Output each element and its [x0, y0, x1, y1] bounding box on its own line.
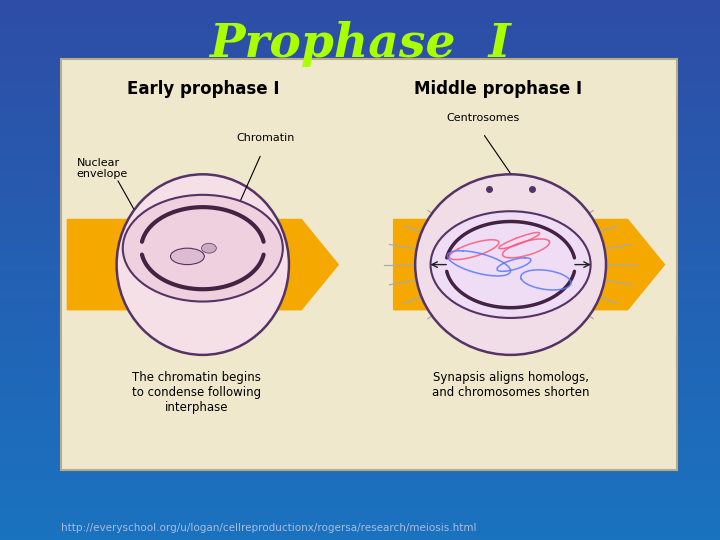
Bar [0, 513, 720, 519]
Bar [0, 183, 720, 189]
Bar [0, 94, 720, 102]
Bar [0, 74, 720, 81]
Bar [0, 156, 720, 162]
Bar [0, 500, 720, 507]
Bar [0, 438, 720, 445]
Bar [0, 230, 720, 237]
Bar [0, 189, 720, 195]
Ellipse shape [117, 174, 289, 355]
Bar [0, 411, 720, 418]
Bar [0, 270, 720, 276]
Bar [0, 128, 720, 135]
Bar [0, 81, 720, 87]
Bar [0, 209, 720, 216]
Bar [0, 237, 720, 243]
Bar [0, 357, 720, 364]
Bar [0, 54, 720, 60]
Bar [0, 0, 720, 6]
Text: Centrosomes: Centrosomes [446, 113, 519, 123]
Ellipse shape [415, 174, 606, 355]
Bar [0, 68, 720, 74]
Text: Early prophase I: Early prophase I [127, 80, 279, 98]
Bar [0, 122, 720, 128]
Bar [0, 465, 720, 472]
Bar [0, 446, 720, 453]
Bar [0, 310, 720, 317]
Bar [0, 492, 720, 500]
Bar [0, 141, 720, 149]
Bar [0, 284, 720, 291]
Bar [0, 6, 720, 14]
Bar [0, 507, 720, 513]
Bar [0, 87, 720, 94]
Bar [0, 291, 720, 297]
Bar [0, 392, 720, 399]
Text: Nuclear
envelope: Nuclear envelope [76, 158, 128, 179]
Circle shape [202, 243, 216, 253]
Bar [0, 135, 720, 141]
FancyArrow shape [68, 219, 338, 310]
Bar [0, 534, 720, 540]
Bar [0, 519, 720, 526]
Bar [0, 40, 720, 47]
Bar [0, 453, 720, 459]
Bar [0, 60, 720, 68]
Bar [0, 20, 720, 27]
Text: http://everyschool.org/u/logan/cellreproductionx/rogersa/research/meiosis.html: http://everyschool.org/u/logan/cellrepro… [61, 523, 477, 533]
Text: Middle prophase I: Middle prophase I [414, 80, 582, 98]
Bar [0, 486, 720, 492]
Text: Synapsis aligns homologs,
and chromosomes shorten: Synapsis aligns homologs, and chromosome… [432, 372, 590, 399]
Bar [0, 372, 720, 378]
Bar [0, 317, 720, 324]
Bar [0, 418, 720, 426]
Bar [0, 297, 720, 303]
Bar [0, 480, 720, 486]
Bar [0, 338, 720, 345]
Bar [0, 216, 720, 222]
Bar [0, 351, 720, 357]
Bar [0, 263, 720, 270]
Circle shape [123, 195, 283, 301]
Bar [0, 324, 720, 330]
Bar [0, 330, 720, 338]
Text: Chromatin: Chromatin [237, 133, 295, 143]
Text: The chromatin begins
to condense following
interphase: The chromatin begins to condense followi… [132, 372, 261, 414]
Bar [0, 399, 720, 405]
Bar [0, 526, 720, 534]
Bar [0, 33, 720, 40]
Bar [0, 14, 720, 20]
Bar [0, 195, 720, 202]
Bar [0, 303, 720, 310]
Bar [0, 405, 720, 411]
Bar [0, 432, 720, 438]
Circle shape [431, 211, 590, 318]
Bar [0, 115, 720, 122]
Bar [0, 162, 720, 168]
Bar [0, 256, 720, 263]
Bar [0, 176, 720, 183]
Bar [0, 345, 720, 351]
Bar [0, 378, 720, 384]
Bar [61, 59, 677, 470]
Text: Prophase  I: Prophase I [209, 21, 511, 68]
Bar [0, 459, 720, 465]
Bar [0, 27, 720, 33]
Bar [0, 364, 720, 372]
Bar [0, 168, 720, 176]
Bar [0, 102, 720, 108]
Ellipse shape [171, 248, 204, 265]
FancyArrow shape [394, 219, 665, 310]
Bar [0, 426, 720, 432]
Bar [0, 472, 720, 480]
Bar [0, 276, 720, 284]
Bar [0, 222, 720, 230]
Bar [0, 108, 720, 115]
Bar [0, 249, 720, 256]
Bar [0, 202, 720, 209]
Bar [0, 47, 720, 54]
Bar [0, 243, 720, 249]
Bar [0, 148, 720, 156]
Bar [0, 384, 720, 391]
